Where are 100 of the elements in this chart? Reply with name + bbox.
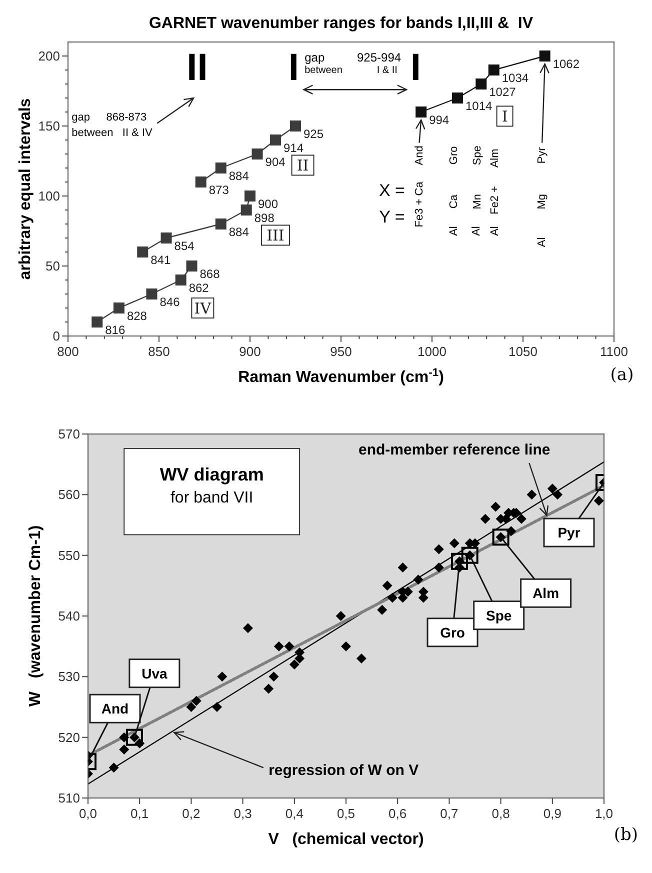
- annotation: regression of W on V: [268, 762, 419, 779]
- x-tick-label: 1050: [508, 344, 538, 359]
- y-tick-label: 530: [58, 669, 80, 684]
- x-tick-label: 800: [57, 344, 79, 359]
- text: (b): [614, 825, 638, 845]
- annotation: I: [410, 46, 421, 89]
- x-tick-label: 1000: [418, 344, 446, 359]
- point: [416, 106, 427, 118]
- x-axis-title: V (chemical vector): [268, 831, 424, 848]
- annotation: 816: [105, 323, 126, 337]
- annotation: Fe2 +: [488, 186, 501, 214]
- chart-title: GARNET wavenumber ranges for bands I,II,III & IV: [148, 15, 534, 32]
- y-tick-label: 570: [58, 426, 80, 442]
- annotation: I & II: [376, 64, 398, 76]
- annotation: 914: [283, 141, 304, 155]
- annotation: Y =: [379, 208, 405, 227]
- annotation: 1014: [465, 99, 492, 113]
- point: [186, 260, 198, 272]
- annotation: Al: [536, 237, 548, 248]
- x-tick-label: 0,7: [440, 806, 458, 821]
- annotation: 854: [174, 239, 195, 253]
- annotation: Al: [470, 226, 482, 236]
- point: [594, 496, 604, 506]
- y-tick-label: 200: [38, 48, 60, 64]
- point: [113, 302, 124, 314]
- annotation: 994: [429, 113, 450, 127]
- point: [398, 562, 408, 572]
- annotation: I: [288, 46, 299, 89]
- point: [126, 728, 143, 746]
- point: [215, 218, 226, 230]
- annotation: And: [413, 146, 426, 166]
- annotation: 884: [228, 225, 250, 239]
- annotation: 841: [150, 253, 171, 267]
- point: [451, 552, 468, 570]
- point: [476, 78, 487, 90]
- x-tick-label: 0,2: [182, 806, 200, 821]
- point: [490, 502, 501, 512]
- x-tick-label: 950: [330, 344, 352, 359]
- point: [108, 762, 119, 773]
- point: [289, 660, 300, 670]
- point: [186, 702, 196, 712]
- annotation: Spe: [471, 146, 484, 166]
- x-tick-label: 0,1: [130, 806, 149, 821]
- annotation: Spe: [486, 607, 512, 624]
- point: [413, 574, 424, 585]
- series-label: II: [296, 156, 309, 175]
- annotation: 925-994: [357, 50, 402, 65]
- annotation: 900: [258, 197, 278, 211]
- y-tick-label: 50: [46, 258, 60, 274]
- annotation: 1027: [489, 85, 516, 99]
- annotation: 873: [208, 183, 230, 197]
- point: [434, 544, 444, 554]
- point: [274, 641, 284, 652]
- point: [268, 672, 279, 682]
- point: [547, 484, 558, 494]
- point: [146, 288, 158, 300]
- point: [92, 316, 103, 328]
- point: [240, 204, 252, 216]
- point: [119, 744, 130, 754]
- series-label: III: [266, 226, 284, 245]
- annotation: Al: [448, 226, 460, 236]
- series-label: I: [502, 108, 508, 126]
- y-tick-label: 560: [58, 487, 80, 502]
- x-tick-label: 0,8: [492, 806, 510, 821]
- point: [516, 514, 526, 524]
- annotation: 925: [304, 127, 324, 141]
- point: [449, 538, 460, 548]
- y-tick-label: 550: [58, 548, 80, 563]
- x-tick-label: 0,6: [388, 806, 407, 821]
- point: [336, 611, 346, 621]
- point: [461, 546, 478, 564]
- x-tick-label: 0,9: [543, 806, 562, 821]
- y-axis-title: arbitrary equal intervals: [17, 98, 34, 280]
- y-axis-title: W (wavenumber Cm-1): [27, 525, 44, 707]
- point: [382, 580, 392, 591]
- y-tick-label: 540: [58, 608, 80, 624]
- point: [191, 696, 202, 706]
- x-tick-label: 1,0: [594, 806, 614, 821]
- x-tick-label: 900: [239, 344, 261, 359]
- annotation: end-member reference line: [358, 442, 550, 459]
- annotation: X =: [378, 181, 406, 200]
- text: for band VII: [170, 490, 254, 507]
- x-tick-label: 0,4: [285, 806, 304, 821]
- annotation: And: [101, 700, 129, 717]
- annotation: 868-873: [106, 111, 147, 124]
- annotation: Gro: [448, 146, 460, 165]
- point: [264, 684, 274, 694]
- y-tick-label: 0: [52, 328, 60, 344]
- point: [387, 592, 398, 603]
- y-tick-label: 510: [58, 790, 80, 806]
- point: [137, 246, 148, 258]
- point: [242, 623, 253, 634]
- annotation: gap: [72, 111, 90, 124]
- annotation: Ca: [448, 194, 460, 209]
- point: [434, 562, 444, 572]
- point: [492, 528, 510, 546]
- point: [488, 64, 500, 76]
- annotation: Uva: [142, 665, 168, 682]
- point: [452, 92, 463, 104]
- annotation: 904: [265, 155, 286, 169]
